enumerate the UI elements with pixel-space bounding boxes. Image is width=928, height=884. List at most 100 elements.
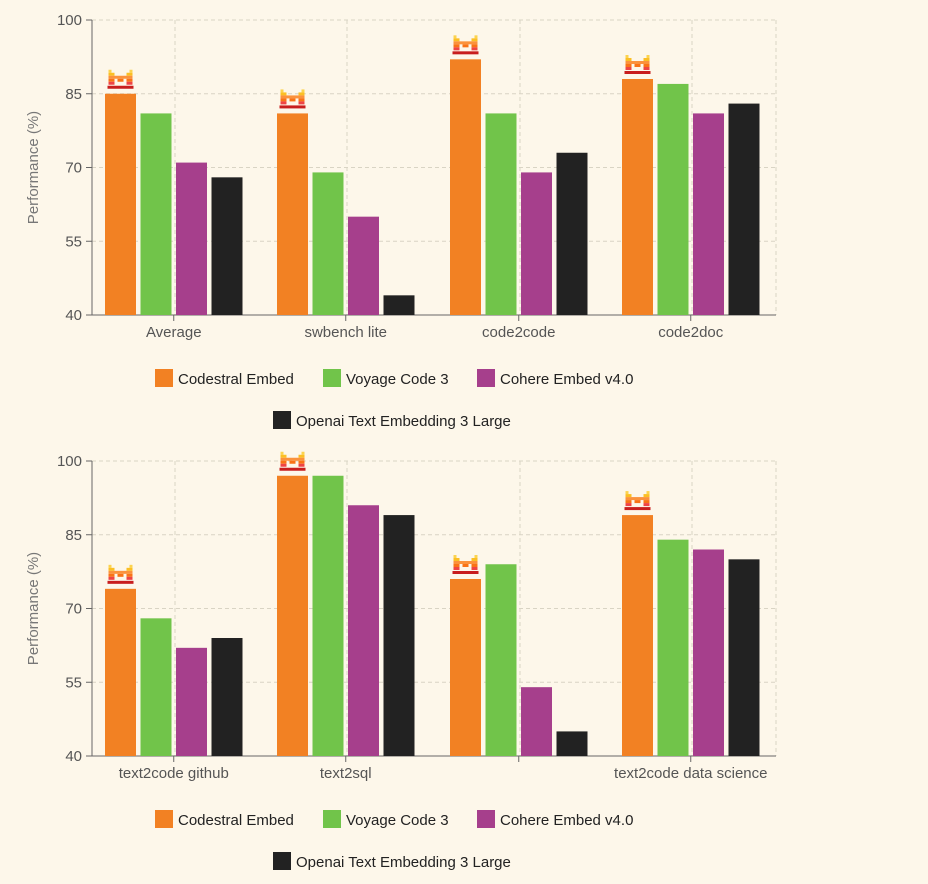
logo-pixel [625, 503, 629, 507]
logo-pixel [631, 497, 635, 501]
legend-label: Codestral Embed [178, 812, 294, 829]
mistral-logo-icon [279, 89, 306, 109]
logo-pixel [456, 561, 460, 564]
logo-pixel [108, 573, 112, 577]
logo-pixel [474, 561, 478, 564]
logo-pixel [111, 81, 115, 85]
logo-pixel [126, 576, 130, 580]
y-tick-label: 70 [65, 601, 82, 618]
x-tick-label: swbench lite [304, 324, 387, 341]
logo-pixel [637, 64, 641, 67]
logo-pixel [111, 567, 115, 571]
logo-pixel [129, 81, 133, 85]
logo-pixel [126, 570, 130, 574]
logo-pixel [292, 460, 296, 464]
logo-pixel [301, 460, 305, 464]
logo-pixel [625, 67, 629, 70]
logo-pixel [120, 570, 124, 574]
logo-pixel [129, 567, 133, 571]
logo-pixel [465, 564, 469, 567]
logo-pixel [465, 561, 469, 564]
logo-pixel [646, 500, 650, 504]
y-axis-label: Performance (%) [25, 111, 42, 224]
logo-pixel [280, 460, 284, 464]
logo-base [624, 507, 651, 511]
logo-pixel [646, 503, 650, 507]
logo-pixel [471, 561, 475, 564]
logo-pixel [129, 78, 133, 82]
y-tick-label: 55 [65, 674, 82, 691]
logo-pixel [283, 460, 287, 464]
logo-pixel [646, 497, 650, 501]
logo-pixel [646, 67, 650, 70]
logo-pixel [292, 98, 296, 102]
bar [556, 731, 588, 756]
logo-pixel [280, 92, 284, 96]
logo-pixel [456, 41, 460, 45]
logo-pixel [292, 95, 296, 99]
bar [521, 172, 552, 315]
logo-pixel [108, 78, 112, 82]
logo-pixel [628, 67, 632, 70]
legend-item: Cohere Embed v4.0 [477, 369, 633, 388]
legend-swatch [323, 810, 341, 828]
legend-label: Voyage Code 3 [346, 812, 449, 829]
logo-pixel [453, 41, 457, 45]
logo-pixel [453, 561, 457, 564]
logo-pixel [298, 92, 302, 96]
bar [277, 475, 308, 756]
logo-pixel [453, 567, 457, 570]
logo-pixel [298, 463, 302, 467]
logo-pixel [123, 75, 127, 79]
logo-pixel [634, 500, 638, 504]
logo-base [452, 51, 479, 55]
logo-pixel [286, 457, 290, 461]
logo-pixel [301, 463, 305, 467]
bar [450, 59, 481, 316]
logo-pixel [628, 494, 632, 498]
logo-pixel [280, 457, 284, 461]
bar [693, 549, 724, 756]
logo-pixel [625, 494, 629, 498]
logo-pixel [108, 564, 112, 568]
legend-item: Openai Text Embedding 3 Large [273, 852, 511, 871]
logo-pixel [120, 573, 124, 577]
logo-pixel [126, 573, 130, 577]
bar [312, 172, 344, 315]
logo-pixel [120, 78, 124, 82]
logo-pixel [643, 494, 647, 498]
logo-pixel [625, 491, 629, 495]
logo-pixel [474, 35, 478, 39]
bar [657, 83, 689, 316]
x-tick-label: text2code github [119, 765, 229, 782]
logo-pixel [465, 41, 469, 45]
logo-pixel [129, 570, 133, 574]
logo-pixel [126, 72, 130, 76]
logo-pixel [280, 451, 284, 455]
bar [622, 515, 653, 756]
logo-pixel [283, 92, 287, 96]
logo-pixel [643, 61, 647, 64]
logo-pixel [471, 564, 475, 567]
logo-pixel [114, 570, 118, 574]
logo-pixel [462, 44, 466, 48]
logo-pixel [283, 101, 287, 105]
bar [383, 515, 415, 756]
x-tick-label: text2sql [320, 765, 372, 782]
legend: Codestral Embed Voyage Code 3 Cohere Embed… [155, 369, 633, 430]
logo-pixel [453, 555, 457, 558]
logo-pixel [301, 457, 305, 461]
mistral-logo-icon [452, 555, 479, 574]
bar [140, 618, 172, 756]
logo-pixel [637, 61, 641, 64]
bar [556, 152, 588, 315]
logo-pixel [301, 95, 305, 99]
logo-pixel [462, 564, 466, 567]
logo-pixel [108, 567, 112, 571]
logo-pixel [117, 75, 121, 79]
logo-pixel [646, 61, 650, 64]
logo-base [624, 71, 651, 74]
logo-pixel [628, 497, 632, 501]
